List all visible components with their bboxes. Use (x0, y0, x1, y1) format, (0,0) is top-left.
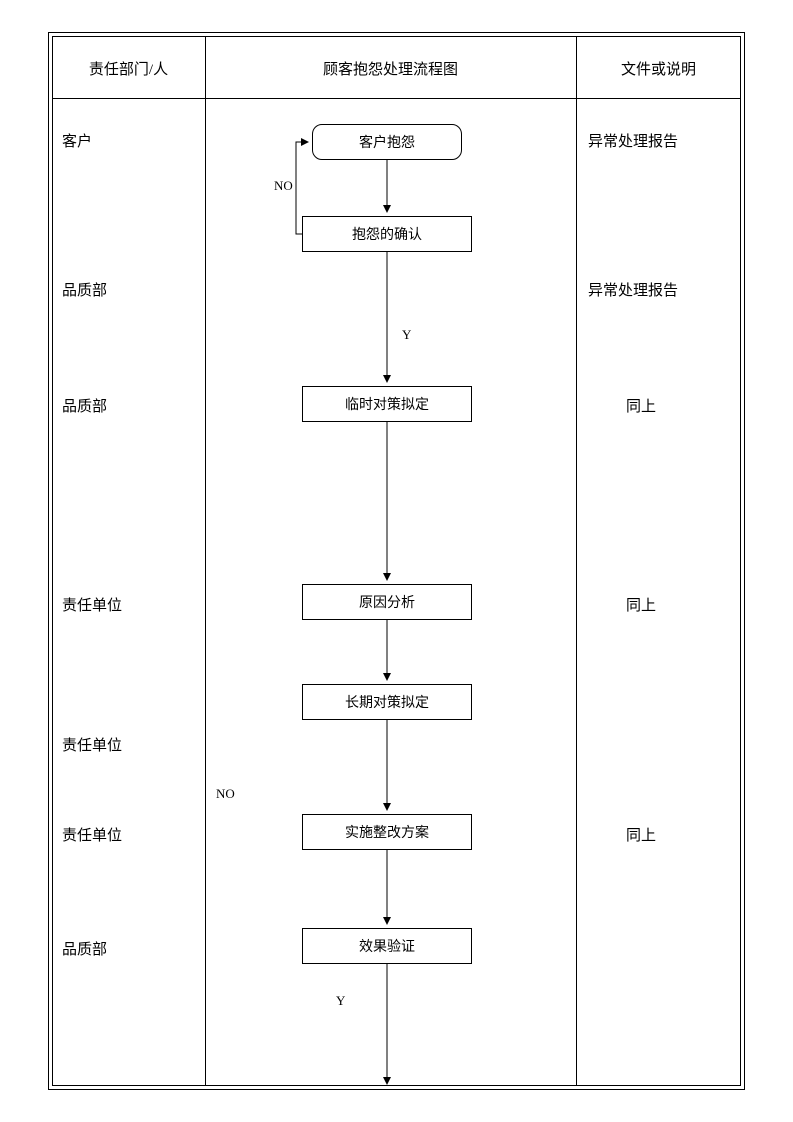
node-confirm: 抱怨的确认 (302, 216, 472, 252)
node-implement: 实施整改方案 (302, 814, 472, 850)
left-label-0: 客户 (62, 130, 92, 151)
edge-label-no-1: NO (274, 178, 293, 194)
edge-label-no-2: NO (216, 786, 235, 802)
header-col1: 责任部门/人 (52, 58, 205, 79)
right-label-1: 异常处理报告 (588, 279, 678, 300)
left-label-2: 品质部 (62, 395, 107, 416)
node-cause-analysis: 原因分析 (302, 584, 472, 620)
left-label-6: 品质部 (62, 938, 107, 959)
node-customer-complaint: 客户抱怨 (312, 124, 462, 160)
edge-label-y-1: Y (402, 327, 411, 343)
header-col2: 顾客抱怨处理流程图 (205, 58, 576, 79)
left-label-5: 责任单位 (62, 824, 122, 845)
header-col3: 文件或说明 (576, 58, 741, 79)
header-divider (52, 98, 741, 99)
edge-label-y-2: Y (336, 993, 345, 1009)
col-divider-1 (205, 36, 206, 1086)
right-label-2: 同上 (626, 395, 656, 416)
left-label-4: 责任单位 (62, 734, 122, 755)
node-temp-measure: 临时对策拟定 (302, 386, 472, 422)
node-longterm-measure: 长期对策拟定 (302, 684, 472, 720)
node-verify: 效果验证 (302, 928, 472, 964)
right-label-4: 同上 (626, 824, 656, 845)
col-divider-2 (576, 36, 577, 1086)
left-label-1: 品质部 (62, 279, 107, 300)
left-label-3: 责任单位 (62, 594, 122, 615)
right-label-0: 异常处理报告 (588, 130, 678, 151)
right-label-3: 同上 (626, 594, 656, 615)
